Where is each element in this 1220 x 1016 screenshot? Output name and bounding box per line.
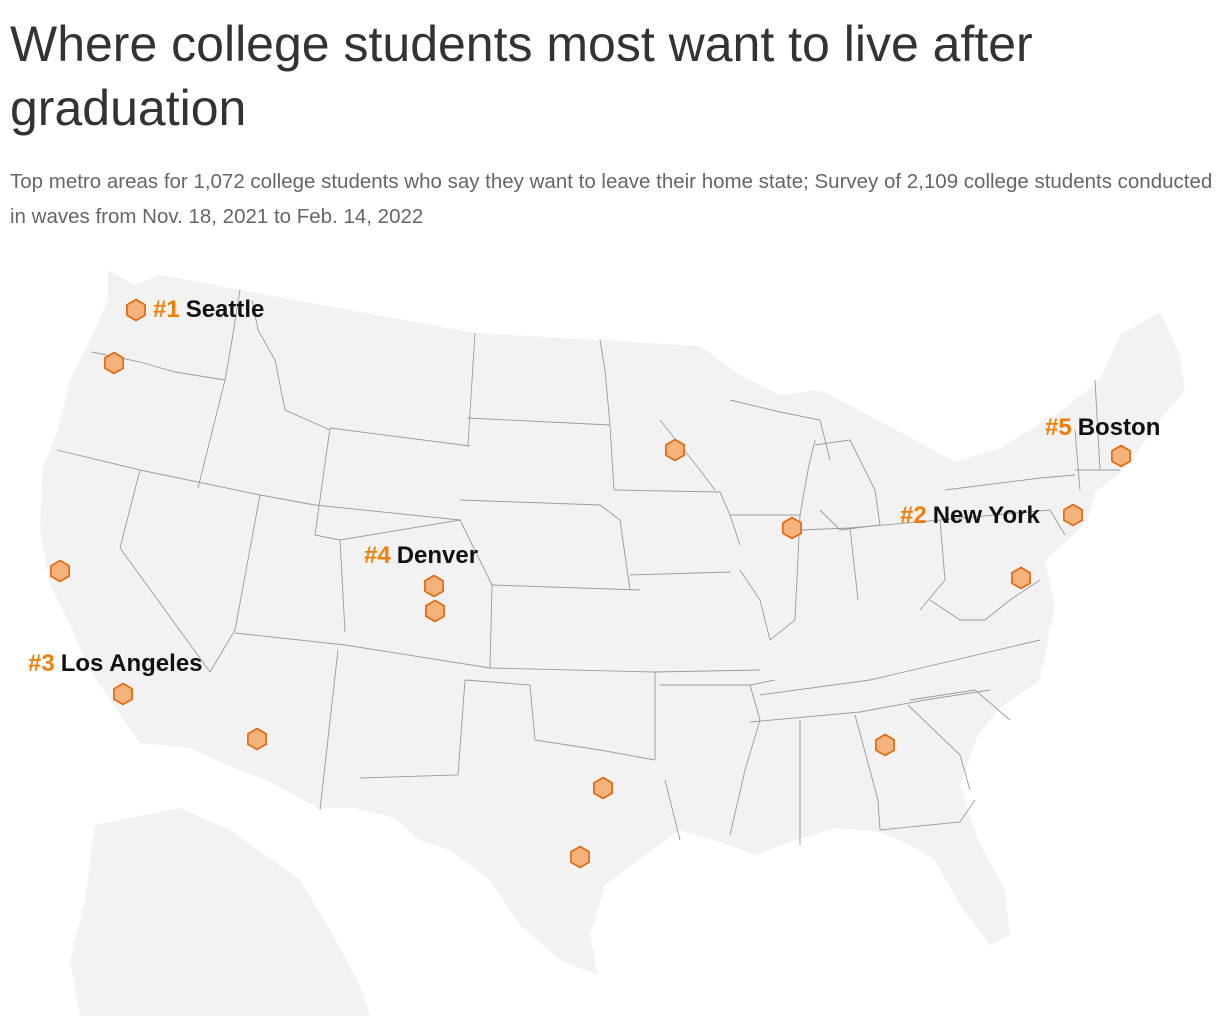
marker-chicago — [782, 516, 802, 540]
us-landmass — [40, 270, 1185, 975]
marker-minneapolis — [665, 438, 685, 462]
marker-denver-1 — [424, 574, 444, 598]
rank-boston: #5 — [1045, 414, 1072, 441]
city-seattle: Seattle — [186, 296, 265, 323]
us-map: #1 Seattle #2 New York #3 Los Angeles #4 Den… — [0, 240, 1220, 1016]
marker-portland — [104, 351, 124, 375]
marker-dallas — [593, 776, 613, 800]
rank-denver: #4 — [364, 542, 391, 569]
marker-denver-2 — [425, 599, 445, 623]
marker-austin — [570, 845, 590, 869]
alaska-shape — [70, 808, 370, 1016]
marker-los-angeles — [113, 682, 133, 706]
marker-boston — [1111, 444, 1131, 468]
label-boston: #5 Boston — [1045, 414, 1160, 441]
city-boston: Boston — [1078, 414, 1161, 441]
rank-seattle: #1 — [153, 296, 180, 323]
us-map-svg: #1 Seattle #2 New York #3 Los Angeles #4 Den… — [28, 270, 1185, 1016]
marker-san-francisco — [50, 559, 70, 583]
page-title: Where college students most want to live… — [10, 16, 1033, 136]
marker-phoenix — [247, 727, 267, 751]
rank-los-angeles: #3 — [28, 650, 55, 677]
label-los-angeles: #3 Los Angeles — [28, 650, 203, 677]
marker-washington-dc — [1011, 566, 1031, 590]
marker-new-york — [1063, 503, 1083, 527]
city-markers — [50, 298, 1131, 869]
city-new-york: New York — [933, 502, 1041, 529]
label-seattle: #1 Seattle — [153, 296, 264, 323]
city-labels: #1 Seattle #2 New York #3 Los Angeles #4 Den… — [28, 296, 1160, 677]
city-los-angeles: Los Angeles — [61, 650, 203, 677]
page-subtitle: Top metro areas for 1,072 college studen… — [10, 170, 1213, 228]
city-denver: Denver — [397, 542, 478, 569]
rank-new-york: #2 — [900, 502, 927, 529]
label-denver: #4 Denver — [364, 542, 478, 569]
state-borders — [56, 289, 1120, 845]
marker-seattle — [126, 298, 146, 322]
label-new-york: #2 New York — [900, 502, 1041, 529]
marker-atlanta — [875, 733, 895, 757]
